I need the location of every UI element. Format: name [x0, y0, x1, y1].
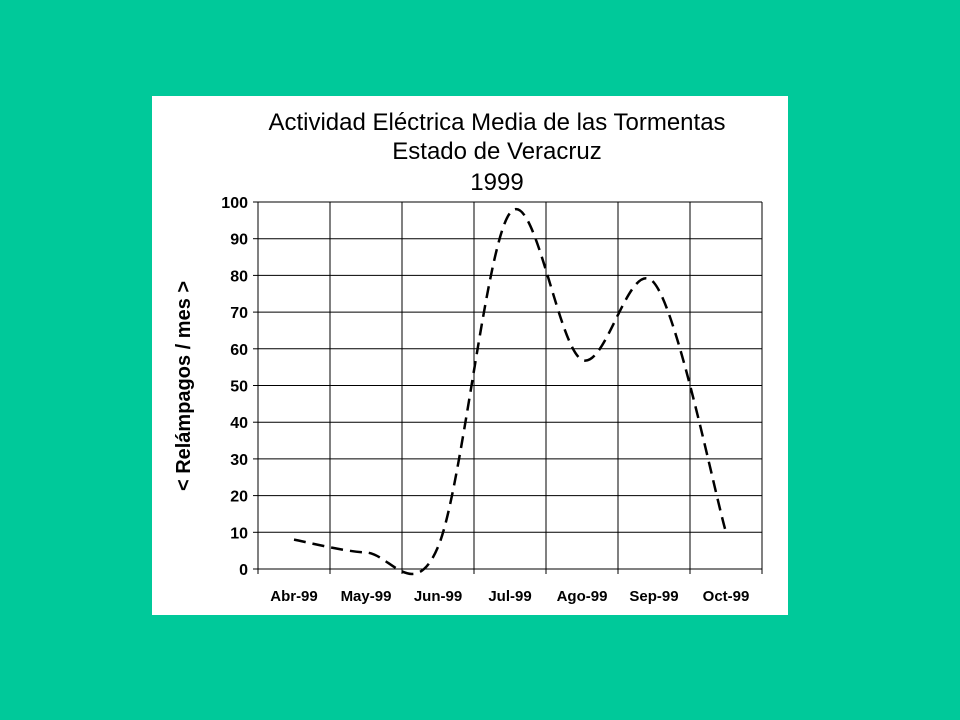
chart-title-line-1: Actividad Eléctrica Media de las Torment… — [268, 109, 725, 136]
y-tick-label: 30 — [230, 452, 248, 469]
x-tick-label: Oct-99 — [703, 588, 750, 605]
x-tick-label: Sep-99 — [629, 588, 678, 605]
y-tick-label: 50 — [230, 379, 248, 396]
y-tick-label: 40 — [230, 415, 248, 432]
line-chart: Actividad Eléctrica Media de las Torment… — [173, 109, 763, 605]
y-tick-label: 90 — [230, 232, 248, 249]
series-layer — [293, 208, 728, 576]
y-tick-label: 10 — [230, 525, 248, 542]
x-tick-label: Jul-99 — [488, 588, 531, 605]
y-axis-label: < Relámpagos / mes > — [173, 281, 195, 491]
chart-title: Actividad Eléctrica Media de las Torment… — [268, 109, 725, 196]
y-tick-label: 0 — [239, 562, 248, 579]
y-tick-label: 70 — [230, 305, 248, 322]
x-tick-label: Jun-99 — [414, 588, 462, 605]
y-tick-label: 80 — [230, 268, 248, 285]
y-tick-label: 60 — [230, 342, 248, 359]
chart-title-line-3: 1999 — [470, 169, 523, 196]
x-tick-label: Abr-99 — [270, 588, 318, 605]
series-line — [293, 208, 728, 576]
grid-lines — [253, 201, 763, 574]
y-tick-label: 100 — [221, 195, 248, 212]
x-tick-label: Ago-99 — [557, 588, 608, 605]
chart-title-line-2: Estado de Veracruz — [392, 138, 601, 165]
tick-labels: 0 10 20 30 40 50 60 70 80 90 100 Abr-99 May-99 Jun-99… — [221, 195, 749, 605]
y-tick-label: 20 — [230, 489, 248, 506]
x-tick-label: May-99 — [341, 588, 392, 605]
chart-card: Actividad Eléctrica Media de las Torment… — [152, 96, 788, 615]
